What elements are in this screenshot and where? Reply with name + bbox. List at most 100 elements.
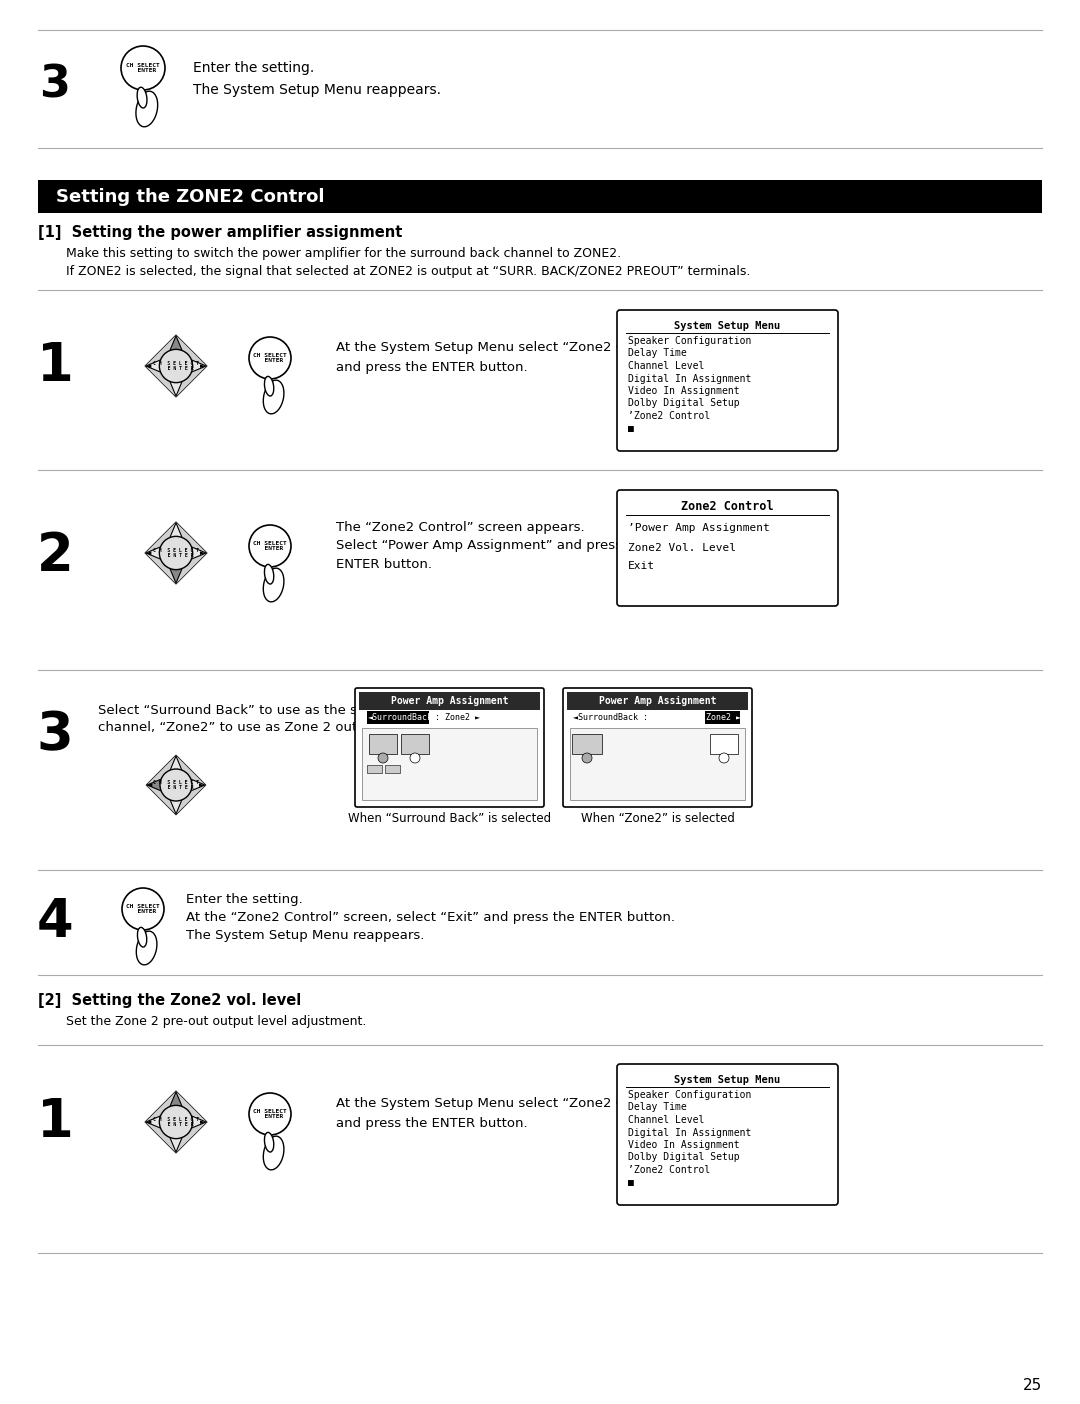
Ellipse shape xyxy=(265,376,273,396)
Circle shape xyxy=(160,769,192,802)
Bar xyxy=(362,729,537,800)
Text: Digital In Assignment: Digital In Assignment xyxy=(627,373,752,383)
Polygon shape xyxy=(146,1111,174,1133)
Text: CH SELECT
  ENTER: CH SELECT ENTER xyxy=(253,1109,287,1119)
Text: Channel Level: Channel Level xyxy=(627,1115,704,1125)
Bar xyxy=(567,692,748,710)
Text: Speaker Configuration: Speaker Configuration xyxy=(627,336,752,345)
Polygon shape xyxy=(146,542,174,564)
FancyBboxPatch shape xyxy=(617,490,838,607)
Bar xyxy=(570,729,745,800)
Text: Video In Assignment: Video In Assignment xyxy=(627,1140,740,1150)
Text: When “Surround Back” is selected: When “Surround Back” is selected xyxy=(348,813,551,826)
Text: ►: ► xyxy=(201,550,205,556)
Text: 1: 1 xyxy=(37,340,73,392)
Bar xyxy=(705,710,740,724)
Text: C H  S E L E C T
   E N T E R: C H S E L E C T E N T E R xyxy=(153,1116,199,1127)
Text: : Zone2 ►: : Zone2 ► xyxy=(430,713,480,723)
Circle shape xyxy=(249,525,291,567)
Text: ◄: ◄ xyxy=(146,1119,151,1125)
Ellipse shape xyxy=(137,87,147,108)
Ellipse shape xyxy=(137,928,147,948)
Text: Video In Assignment: Video In Assignment xyxy=(627,386,740,396)
Polygon shape xyxy=(164,1092,188,1119)
Polygon shape xyxy=(178,355,206,378)
Text: and press the ENTER button.: and press the ENTER button. xyxy=(336,361,528,375)
Polygon shape xyxy=(178,1111,206,1133)
Text: and press the ENTER button.: and press the ENTER button. xyxy=(336,1118,528,1130)
Text: CH SELECT
  ENTER: CH SELECT ENTER xyxy=(253,352,287,364)
Circle shape xyxy=(719,753,729,762)
Text: ◄: ◄ xyxy=(146,364,151,369)
Ellipse shape xyxy=(136,931,157,965)
Text: At the “Zone2 Control” screen, select “Exit” and press the ENTER button.: At the “Zone2 Control” screen, select “E… xyxy=(186,911,675,924)
Bar xyxy=(384,765,400,774)
Text: 3: 3 xyxy=(40,63,70,107)
Text: System Setup Menu: System Setup Menu xyxy=(674,322,781,331)
Circle shape xyxy=(378,753,388,762)
Text: Zone2 Vol. Level: Zone2 Vol. Level xyxy=(627,543,735,553)
Bar xyxy=(359,692,540,710)
Text: When “Zone2” is selected: When “Zone2” is selected xyxy=(581,813,734,826)
Polygon shape xyxy=(146,355,174,378)
Polygon shape xyxy=(147,774,174,796)
Text: ►: ► xyxy=(201,364,205,369)
Text: C H  S E L E C T
   E N T E R: C H S E L E C T E N T E R xyxy=(153,548,199,559)
Circle shape xyxy=(160,536,192,570)
Polygon shape xyxy=(178,542,206,564)
Bar xyxy=(367,765,382,774)
FancyBboxPatch shape xyxy=(617,1064,838,1205)
Bar xyxy=(369,734,397,754)
Text: Dolby Digital Setup: Dolby Digital Setup xyxy=(627,399,740,409)
Text: ■: ■ xyxy=(627,1178,634,1188)
Text: ►: ► xyxy=(200,782,205,788)
Circle shape xyxy=(160,1105,192,1139)
Text: Power Amp Assignment: Power Amp Assignment xyxy=(598,696,716,706)
Circle shape xyxy=(122,887,164,929)
Text: Channel Level: Channel Level xyxy=(627,361,704,371)
Text: CH SELECT
  ENTER: CH SELECT ENTER xyxy=(253,541,287,552)
Text: 1: 1 xyxy=(37,1097,73,1148)
Polygon shape xyxy=(165,788,187,814)
Polygon shape xyxy=(178,774,205,796)
Ellipse shape xyxy=(264,1136,284,1170)
Circle shape xyxy=(410,753,420,762)
Text: At the System Setup Menu select “Zone2 Control”: At the System Setup Menu select “Zone2 C… xyxy=(336,1098,671,1111)
Bar xyxy=(572,734,602,754)
Text: Power Amp Assignment: Power Amp Assignment xyxy=(391,696,509,706)
Bar xyxy=(38,180,1042,213)
Text: ■: ■ xyxy=(627,424,634,434)
Text: Enter the setting.: Enter the setting. xyxy=(193,60,314,74)
Text: ’Zone2 Control: ’Zone2 Control xyxy=(627,411,711,421)
Text: Select “Surround Back” to use as the surround back: Select “Surround Back” to use as the sur… xyxy=(98,703,446,716)
Text: ◄: ◄ xyxy=(146,550,151,556)
Text: C H  S E L E C T
   E N T E R: C H S E L E C T E N T E R xyxy=(153,361,199,372)
Circle shape xyxy=(249,1092,291,1134)
Text: The System Setup Menu reappears.: The System Setup Menu reappears. xyxy=(193,83,441,97)
Text: Delay Time: Delay Time xyxy=(627,348,687,358)
Polygon shape xyxy=(164,369,188,396)
Text: ENTER button.: ENTER button. xyxy=(336,557,432,570)
Polygon shape xyxy=(165,755,187,782)
Text: channel, “Zone2” to use as Zone 2 out.: channel, “Zone2” to use as Zone 2 out. xyxy=(98,722,362,734)
Polygon shape xyxy=(145,522,207,584)
Polygon shape xyxy=(145,334,207,397)
Text: ◄SurroundBack :: ◄SurroundBack : xyxy=(573,713,653,723)
Text: CH SELECT
  ENTER: CH SELECT ENTER xyxy=(126,63,160,73)
Polygon shape xyxy=(164,336,188,364)
Text: ’Power Amp Assignment: ’Power Amp Assignment xyxy=(627,524,770,534)
Ellipse shape xyxy=(265,564,273,584)
Text: Select “Power Amp Assignment” and press the: Select “Power Amp Assignment” and press … xyxy=(336,539,648,553)
Text: CH SELECT
  ENTER: CH SELECT ENTER xyxy=(126,904,160,914)
Text: [1]  Setting the power amplifier assignment: [1] Setting the power amplifier assignme… xyxy=(38,225,403,240)
Bar xyxy=(367,710,429,724)
Text: Enter the setting.: Enter the setting. xyxy=(186,893,302,907)
Text: ◄: ◄ xyxy=(147,782,152,788)
Ellipse shape xyxy=(265,1133,273,1153)
Text: [2]  Setting the Zone2 vol. level: [2] Setting the Zone2 vol. level xyxy=(38,993,301,1008)
Text: 2: 2 xyxy=(37,529,73,583)
Polygon shape xyxy=(164,1125,188,1153)
Text: ◄SurroundBack: ◄SurroundBack xyxy=(368,713,433,723)
Circle shape xyxy=(582,753,592,762)
Text: Dolby Digital Setup: Dolby Digital Setup xyxy=(627,1153,740,1163)
